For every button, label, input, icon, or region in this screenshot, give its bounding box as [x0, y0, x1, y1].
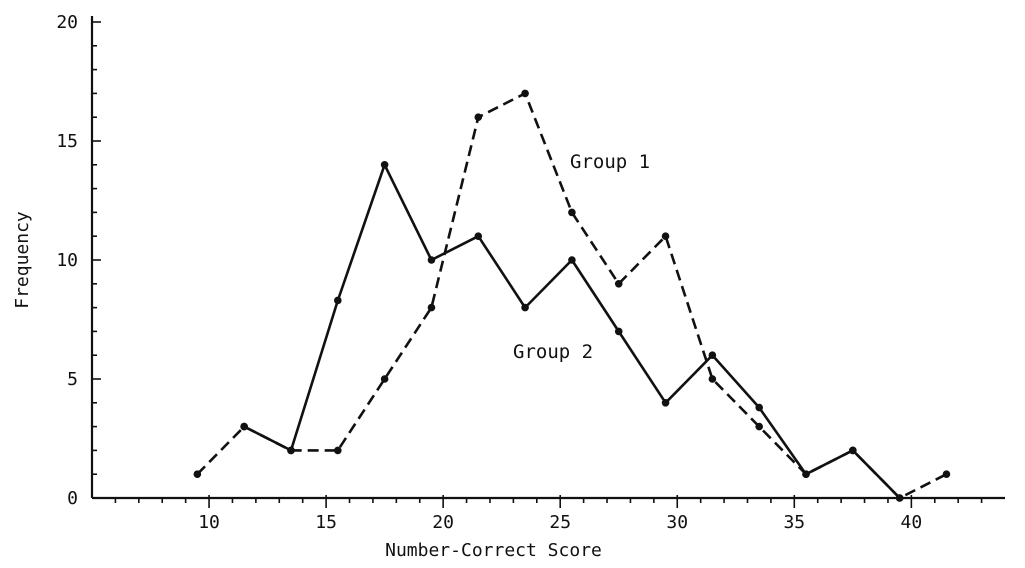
data-point-series-2 [334, 296, 342, 305]
data-point-series-1 [380, 375, 389, 383]
x-tick-label: 35 [783, 512, 805, 533]
y-tick-label: 0 [67, 488, 78, 509]
x-tick-label: 25 [549, 512, 571, 533]
data-point-series-2 [380, 161, 389, 169]
data-point-series-2 [708, 351, 717, 360]
data-point-series-2 [849, 446, 857, 455]
x-tick-label: 10 [198, 512, 220, 533]
x-axis-title: Number-Correct Score [385, 540, 602, 561]
data-point-series-1 [942, 470, 951, 479]
data-point-series-2 [661, 399, 670, 407]
data-point-series-2 [755, 403, 763, 412]
data-point-series-2 [287, 446, 295, 455]
labels-layer: 0 5 10 15 20 10 15 20 25 30 35 40 Number-Correct Sco… [12, 12, 922, 561]
data-point-series-2 [614, 327, 623, 336]
axes [90, 16, 1005, 508]
series-label-1: Group 1 [570, 151, 650, 173]
data-point-series-2 [474, 232, 483, 240]
data-point-series-1 [427, 303, 436, 312]
data-point-series-2 [427, 256, 436, 264]
data-point-series-2 [521, 303, 529, 312]
series-layer [193, 89, 951, 502]
y-axis-title: Frequency [12, 211, 33, 309]
x-tick-label: 20 [432, 512, 454, 533]
x-tick-label: 40 [901, 512, 923, 533]
data-point-series-1 [614, 280, 623, 288]
data-point-series-1 [755, 422, 763, 431]
data-point-series-1 [708, 375, 717, 383]
data-point-series-1 [568, 208, 576, 217]
data-point-series-1 [334, 446, 342, 455]
series-label-2: Group 2 [513, 341, 593, 363]
data-point-series-1 [474, 113, 483, 121]
data-point-series-2 [568, 256, 576, 264]
data-point-series-1 [521, 89, 529, 98]
data-point-series-2 [895, 494, 904, 502]
data-point-series-2 [802, 470, 810, 479]
y-tick-label: 15 [56, 131, 78, 152]
data-point-series-1 [193, 470, 202, 479]
x-tick-label: 30 [666, 512, 688, 533]
y-tick-label: 20 [56, 12, 78, 33]
y-tick-label: 5 [67, 369, 78, 390]
y-tick-label: 10 [56, 250, 78, 271]
data-point-series-1 [661, 232, 670, 240]
data-point-series-2 [240, 422, 248, 431]
x-tick-label: 15 [315, 512, 337, 533]
